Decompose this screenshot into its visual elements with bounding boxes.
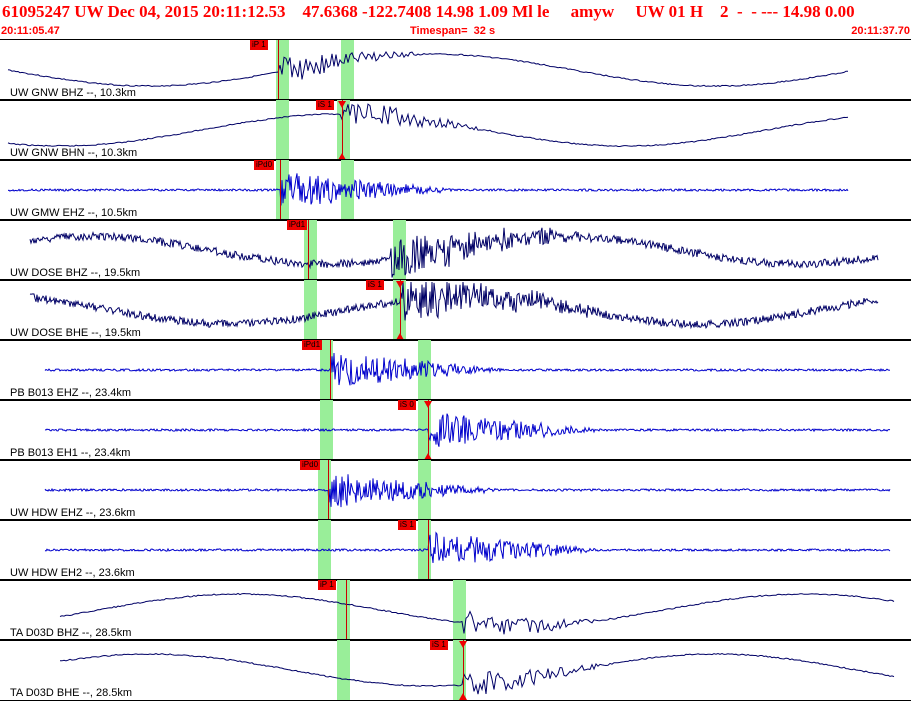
pick-window xyxy=(418,340,431,400)
pick-line[interactable] xyxy=(278,40,279,100)
channel-label: UW GNW BHZ --, 10.3km xyxy=(10,87,136,99)
waveform xyxy=(60,652,895,695)
trace-panel[interactable]: TA D03D BHZ --, 28.5km iP 1 xyxy=(0,579,911,641)
pick-down-arrow-icon xyxy=(396,281,404,288)
pick-label[interactable]: iPd1 xyxy=(302,340,323,350)
pick-window xyxy=(337,640,350,700)
pick-label[interactable]: iPd0 xyxy=(254,160,275,170)
waveform xyxy=(44,531,891,564)
end-time: 20:11:37.70 xyxy=(851,25,910,37)
pick-down-arrow-icon xyxy=(424,401,432,408)
pick-line[interactable] xyxy=(463,640,464,700)
pick-line[interactable] xyxy=(308,220,309,280)
trace-panel[interactable]: UW GNW BHN --, 10.3km iS 1 xyxy=(0,99,911,161)
pick-window xyxy=(276,100,289,160)
start-time: 20:11:05.47 xyxy=(1,25,60,37)
channel-label: UW HDW EHZ --, 23.6km xyxy=(10,507,136,519)
trace-panel[interactable]: PB B013 EH1 --, 23.4km iS 0 xyxy=(0,399,911,461)
waveform xyxy=(29,227,879,278)
waveform xyxy=(7,103,849,147)
pick-line[interactable] xyxy=(328,460,329,520)
channel-label: TA D03D BHZ --, 28.5km xyxy=(10,627,132,639)
pick-down-arrow-icon xyxy=(459,641,467,648)
pick-window xyxy=(304,280,317,340)
event-title: 61095247 UW Dec 04, 2015 20:11:12.53 47.… xyxy=(2,2,855,21)
pick-label[interactable]: iS 1 xyxy=(430,640,448,650)
channel-label: UW GMW EHZ --, 10.5km xyxy=(10,207,138,219)
pick-window xyxy=(418,460,431,520)
pick-label[interactable]: iS 1 xyxy=(366,280,384,290)
channel-label: UW HDW EH2 --, 23.6km xyxy=(10,567,135,579)
pick-label[interactable]: iP 1 xyxy=(250,40,268,50)
trace-panel[interactable]: TA D03D BHE --, 28.5km iS 1 xyxy=(0,639,911,701)
channel-label: UW DOSE BHE --, 19.5km xyxy=(10,327,141,339)
pick-window xyxy=(418,520,431,580)
pick-up-arrow-icon xyxy=(338,153,346,160)
channel-label: PB B013 EH1 --, 23.4km xyxy=(10,447,131,459)
timespan-label: Timespan= 32 s xyxy=(410,25,496,37)
waveform xyxy=(59,592,895,635)
pick-label[interactable]: iPd1 xyxy=(287,220,308,230)
trace-panel[interactable]: UW HDW EHZ --, 23.6km iPd0 xyxy=(0,459,911,521)
pick-up-arrow-icon xyxy=(396,333,404,340)
pick-up-arrow-icon xyxy=(424,453,432,460)
channel-label: UW GNW BHN --, 10.3km xyxy=(10,147,138,159)
pick-label[interactable]: iP 1 xyxy=(318,580,336,590)
pick-line[interactable] xyxy=(400,280,401,340)
waveform xyxy=(44,474,891,508)
pick-line[interactable] xyxy=(346,580,347,640)
pick-line[interactable] xyxy=(428,400,429,460)
pick-up-arrow-icon xyxy=(459,693,467,700)
waveform xyxy=(29,281,879,330)
pick-label[interactable]: iS 1 xyxy=(316,100,334,110)
pick-down-arrow-icon xyxy=(338,101,346,108)
channel-label: TA D03D BHE --, 28.5km xyxy=(10,687,133,699)
pick-line[interactable] xyxy=(330,340,331,400)
channel-label: UW DOSE BHZ --, 19.5km xyxy=(10,267,141,279)
waveform xyxy=(44,413,891,447)
trace-panel[interactable]: UW DOSE BHZ --, 19.5km iPd1 xyxy=(0,219,911,281)
channel-label: PB B013 EHZ --, 23.4km xyxy=(10,387,132,399)
trace-panel[interactable]: UW GNW BHZ --, 10.3km iP 1 xyxy=(0,39,911,101)
pick-label[interactable]: iS 0 xyxy=(398,400,416,410)
waveform-panels[interactable]: UW GNW BHZ --, 10.3km iP 1 UW GNW BHN --,… xyxy=(0,39,912,701)
trace-panel[interactable]: UW DOSE BHE --, 19.5km iS 1 xyxy=(0,279,911,341)
pick-window xyxy=(341,40,354,100)
trace-panel[interactable]: UW HDW EH2 --, 23.6km iS 1 xyxy=(0,519,911,581)
header-bar: 61095247 UW Dec 04, 2015 20:11:12.53 47.… xyxy=(0,0,912,39)
trace-panel[interactable]: UW GMW EHZ --, 10.5km iPd0 xyxy=(0,159,911,221)
waveform xyxy=(7,173,849,206)
pick-label[interactable]: iPd0 xyxy=(300,460,321,470)
pick-label[interactable]: iS 1 xyxy=(398,520,416,530)
pick-line[interactable] xyxy=(428,520,429,580)
pick-window xyxy=(393,280,406,340)
waveform xyxy=(44,352,891,386)
trace-panel[interactable]: PB B013 EHZ --, 23.4km iPd1 xyxy=(0,339,911,401)
waveform xyxy=(7,50,849,88)
pick-line[interactable] xyxy=(280,160,281,220)
pick-line[interactable] xyxy=(342,100,343,160)
